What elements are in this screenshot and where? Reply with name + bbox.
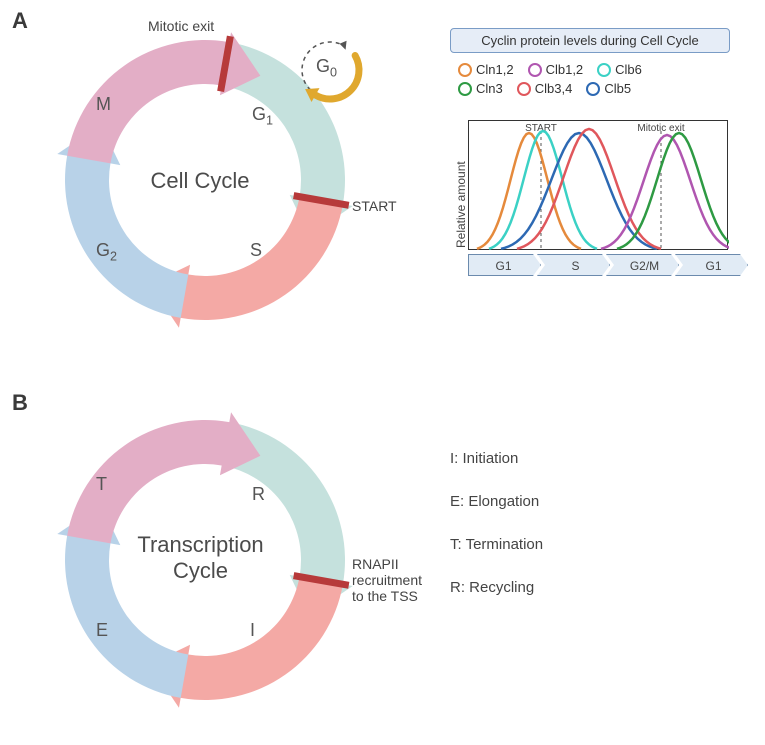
legend-text: Clb6: [615, 62, 642, 77]
legend-swatch: [528, 63, 542, 77]
g0-label: G0: [316, 56, 356, 80]
definition-T: T: Termination: [450, 536, 543, 553]
legend-item-Clb5: Clb5: [586, 81, 631, 96]
legend-swatch: [458, 63, 472, 77]
legend-swatch: [586, 82, 600, 96]
legend-item-Cln12: Cln1,2: [458, 62, 514, 77]
cyclin-legend-items: Cln1,2 Clb1,2 Clb6 Cln3 Clb3,4 Clb5: [458, 62, 738, 100]
segment-label-R: R: [252, 484, 302, 505]
phase-arrow-G1: G1: [675, 254, 748, 276]
phase-arrow-S: S: [537, 254, 610, 276]
chart-ylabel: Relative amount: [454, 161, 468, 248]
legend-item-Clb12: Clb1,2: [528, 62, 584, 77]
curve-Clb6: [489, 131, 597, 249]
segment-label-S: S: [250, 240, 300, 261]
cyclin-chart-svg: STARTMitotic exit: [469, 121, 729, 251]
legend-text: Cln3: [476, 81, 503, 96]
legend-text: Clb3,4: [535, 81, 573, 96]
panel-a-label: A: [12, 8, 28, 34]
legend-text: Clb5: [604, 81, 631, 96]
phase-arrow-G2M: G2/M: [606, 254, 679, 276]
legend-item-Cln3: Cln3: [458, 81, 503, 96]
cyclin-legend-title: Cyclin protein levels during Cell Cycle: [450, 28, 730, 53]
legend-swatch: [517, 82, 531, 96]
segment-label-E: E: [96, 620, 146, 641]
legend-swatch: [597, 63, 611, 77]
definition-R: R: Recycling: [450, 579, 543, 596]
segment-label-G2: G2: [96, 240, 146, 264]
segment-label-M: M: [96, 94, 146, 115]
phase-arrows-row: G1SG2/MG1: [468, 254, 744, 276]
legend-text: Cln1,2: [476, 62, 514, 77]
legend-item-Clb34: Clb3,4: [517, 81, 573, 96]
definitions-list: I: Initiation E: Elongation T: Termination…: [450, 450, 543, 622]
cell-cycle-title: Cell Cycle: [120, 168, 280, 194]
panel-b-label: B: [12, 390, 28, 416]
segment-label-T: T: [96, 474, 146, 495]
marker-label-mitotic-exit: Mitotic exit: [148, 18, 214, 34]
legend-item-Clb6: Clb6: [597, 62, 642, 77]
segment-label-G1: G1: [252, 104, 302, 128]
marker-label-start: START: [352, 198, 397, 214]
definition-E: E: Elongation: [450, 493, 543, 510]
legend-swatch: [458, 82, 472, 96]
g0-loop-arrowhead: [340, 41, 347, 50]
transcription-title: Transcription Cycle: [108, 532, 293, 584]
legend-text: Clb1,2: [546, 62, 584, 77]
cyclin-chart: STARTMitotic exit: [468, 120, 728, 250]
marker-label-rnapii: RNAPIIrecruitmentto the TSS: [352, 556, 422, 604]
segment-label-I: I: [250, 620, 300, 641]
definition-I: I: Initiation: [450, 450, 543, 467]
phase-arrow-G1: G1: [468, 254, 541, 276]
